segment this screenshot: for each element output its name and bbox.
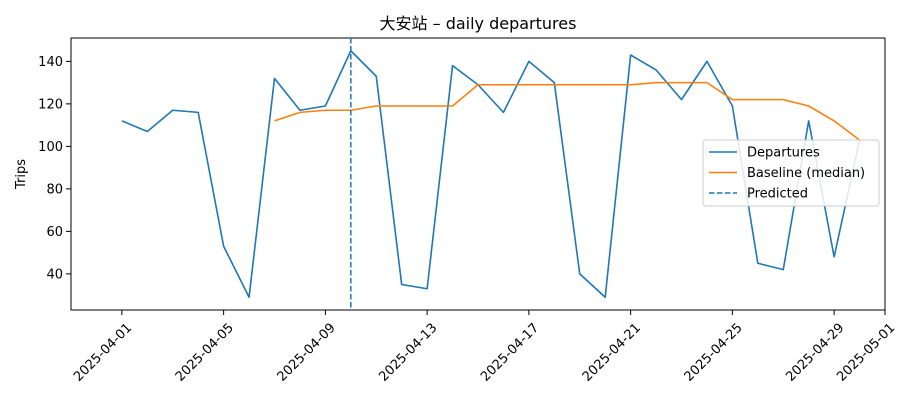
legend-label: Baseline (median) [747,166,865,181]
chart-title: 大安站 – daily departures [380,14,577,33]
legend-label: Predicted [747,187,808,202]
series-layer [121,38,861,310]
y-axis: 40 60 80 100 120 140 [38,55,71,282]
y-tick-label: 40 [46,267,63,282]
y-tick-label: 140 [38,55,63,70]
y-axis-label: Trips [14,159,29,190]
series-line-0 [121,49,861,299]
y-tick-label: 60 [46,225,63,240]
y-tick-label: 100 [38,140,63,155]
y-tick-label: 80 [46,182,63,197]
plot-frame [70,37,886,311]
legend: Departures Baseline (median) Predicted [702,139,880,207]
y-tick-label: 120 [38,97,63,112]
legend-box [702,139,880,207]
series-line-1 [274,81,861,141]
legend-label: Departures [747,146,820,161]
